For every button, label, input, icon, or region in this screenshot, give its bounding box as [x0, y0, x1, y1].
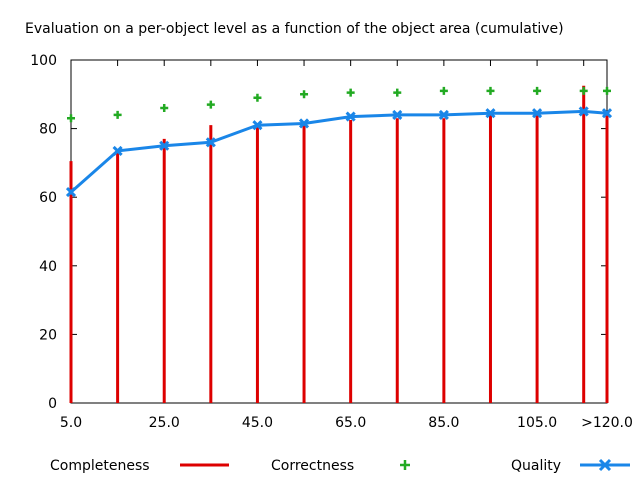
- quality-point: [485, 108, 496, 119]
- x-tick-label: 45.0: [242, 415, 273, 431]
- x-tick-label: 85.0: [428, 415, 459, 431]
- y-tick-label: 20: [39, 327, 57, 343]
- correctness-point: [486, 86, 495, 95]
- correctness-point: [113, 110, 122, 119]
- quality-point: [345, 111, 356, 122]
- quality-line: [70, 109, 608, 194]
- legend-swatch-correctness: [400, 460, 410, 470]
- legend-label-quality: Quality: [511, 458, 561, 474]
- correctness-point: [206, 100, 215, 109]
- quality-point: [252, 120, 263, 131]
- correctness-point: [346, 88, 355, 97]
- plot-border: [70, 59, 608, 404]
- axes: 0 20 40 60 80 100 5.0 25.0 45.0 65.0 85.0 105.0 >120…: [30, 53, 633, 431]
- correctness-point: [67, 114, 75, 123]
- quality-point: [601, 108, 613, 119]
- y-tick-label: 0: [48, 396, 57, 412]
- y-tick-label: 80: [39, 122, 57, 138]
- quality-point: [112, 145, 123, 156]
- x-tick-label: 25.0: [149, 415, 180, 431]
- quality-series: [65, 106, 613, 198]
- y-tick-label: 60: [39, 190, 57, 206]
- chart-title: Evaluation on a per-object level as a fu…: [25, 21, 564, 37]
- y-tick-label: 100: [30, 53, 57, 69]
- completeness-series: [69, 85, 609, 403]
- quality-point: [392, 109, 403, 120]
- correctness-point: [253, 93, 262, 102]
- legend-swatch-quality: [580, 458, 630, 472]
- legend-label-correctness: Correctness: [271, 458, 354, 474]
- correctness-series: [67, 86, 611, 123]
- quality-point: [205, 137, 216, 148]
- legend-label-completeness: Completeness: [50, 458, 150, 474]
- quality-point: [65, 186, 77, 198]
- quality-point: [532, 108, 543, 119]
- correctness-point: [300, 90, 309, 99]
- y-tick-label: 40: [39, 259, 57, 275]
- correctness-point: [439, 86, 448, 95]
- quality-point: [159, 140, 170, 151]
- correctness-point: [579, 86, 588, 95]
- quality-point: [578, 106, 589, 117]
- legend: Completeness Correctness Quality: [50, 458, 630, 474]
- x-tick-label: 105.0: [517, 415, 557, 431]
- correctness-point: [533, 86, 542, 95]
- x-tick-label: >120.0: [581, 415, 633, 431]
- x-tick-label: 5.0: [60, 415, 82, 431]
- quality-point: [298, 118, 310, 129]
- correctness-point: [393, 88, 402, 97]
- quality-point: [438, 109, 449, 120]
- correctness-point: [603, 86, 611, 95]
- correctness-point: [160, 104, 169, 113]
- x-tick-label: 65.0: [335, 415, 366, 431]
